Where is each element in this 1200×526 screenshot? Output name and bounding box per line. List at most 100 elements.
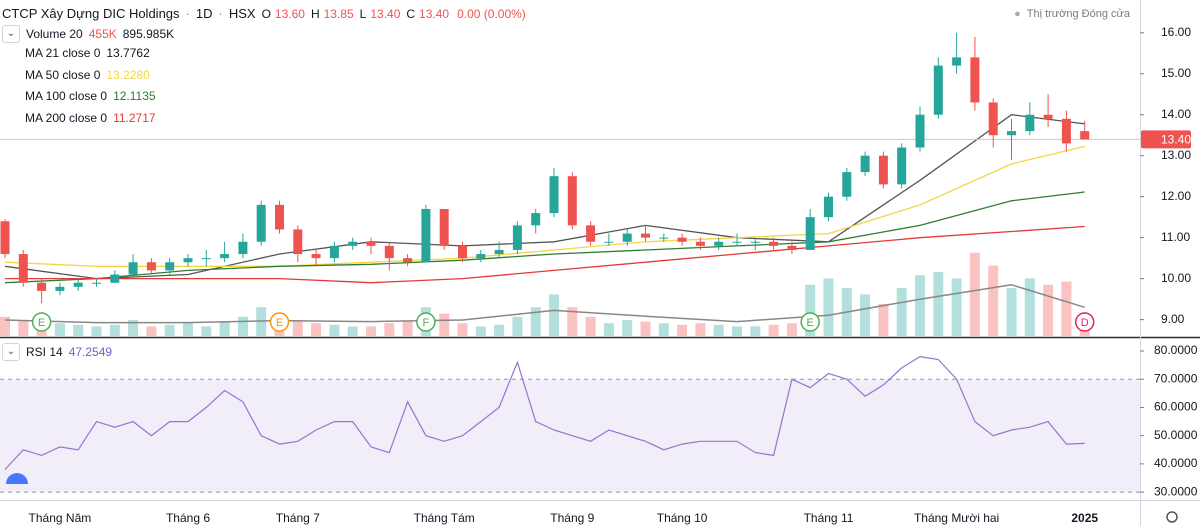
volume-bar: [311, 323, 322, 336]
y-tick-label: 12.00: [1161, 189, 1191, 203]
volume-bar: [878, 304, 889, 336]
ma-line: [5, 225, 1085, 284]
event-marker: [31, 312, 52, 332]
status-text: Thị trường Đóng cửa: [1026, 8, 1130, 20]
ohlc-value: 13.40: [370, 6, 401, 21]
ma-line: [4, 191, 1085, 284]
event-label: E: [807, 317, 814, 329]
volume-bar: [969, 252, 980, 336]
collapse-button[interactable]: ⌄: [2, 343, 20, 361]
candle-body: [1043, 114, 1053, 119]
ohlc-value: 13.85: [323, 6, 354, 21]
y-tick-label: 10.00: [1161, 271, 1191, 285]
volume-bar: [73, 324, 84, 336]
logo: [6, 473, 28, 484]
ohlc-key: C: [406, 6, 416, 21]
last-price-label: 13.40: [1161, 132, 1191, 146]
x-tick-label: Tháng 6: [166, 511, 210, 525]
candle-body: [952, 57, 962, 66]
candle-body: [293, 229, 303, 255]
candle-body: [238, 241, 248, 255]
volume-bar: [329, 324, 340, 336]
x-tick-label: 2025: [1071, 511, 1098, 525]
interval: 1D: [195, 6, 213, 21]
candle-body: [37, 282, 47, 291]
rsi-line: [4, 355, 1085, 470]
ma-legend: MA 200 close 0 11.2717: [25, 111, 156, 125]
volume-bar: [622, 320, 633, 336]
candle-body: [421, 208, 431, 263]
volume-bar: [512, 316, 523, 336]
candle-body: [439, 208, 449, 246]
x-tick-label: Tháng Tám: [414, 511, 475, 525]
change: 0.00 (0.00%): [457, 6, 526, 21]
candle-body: [622, 233, 632, 242]
ohlc-value: 13.40: [419, 6, 450, 21]
volume-bar: [347, 326, 358, 336]
market-status: ● Thị trường Đóng cửa: [1014, 8, 1130, 20]
event-label: F: [423, 317, 430, 329]
volume-bar: [54, 323, 65, 336]
candle-body: [805, 217, 815, 250]
ohlc-value: 13.60: [274, 6, 305, 21]
volume-bar: [951, 278, 962, 336]
rsi-band: [0, 379, 1140, 493]
candle-body: [659, 237, 669, 239]
y-tick-label: 15.00: [1161, 66, 1191, 80]
legend-name: MA 200 close 0: [25, 110, 108, 125]
legend-value: 11.2717: [113, 110, 156, 125]
volume-bar: [640, 321, 651, 336]
candle-body: [494, 249, 504, 255]
candle-body: [0, 221, 10, 255]
candle-body: [677, 237, 687, 242]
candle-body: [586, 225, 596, 242]
volume-bar: [915, 275, 925, 336]
candle-body: [92, 282, 101, 284]
legend-name: MA 100 close 0: [25, 89, 108, 103]
volume-bar: [219, 321, 230, 336]
volume-bar: [1006, 288, 1017, 336]
ohlc-key: O: [261, 6, 271, 21]
candle-body: [220, 254, 230, 259]
x-tick-label: Tháng 7: [276, 511, 320, 525]
volume-bar: [494, 324, 505, 336]
ma-legend: MA 100 close 0 12.1135: [25, 89, 156, 103]
ohlc: O 13.60 H 13.85 L 13.40 C 13.40: [262, 7, 452, 21]
legend-name: MA 50 close 0: [25, 67, 101, 82]
collapse-button[interactable]: ⌄: [2, 25, 20, 43]
event-label: E: [38, 317, 45, 329]
volume-bar: [366, 326, 376, 336]
event-marker: [416, 312, 436, 332]
volume-bar: [768, 324, 779, 336]
last-price-box: [1141, 130, 1191, 149]
candle-body: [915, 114, 925, 148]
volume-bar: [292, 320, 303, 336]
candle-body: [165, 262, 175, 271]
candle-body: [567, 176, 577, 226]
legend-value: 895.985K: [122, 27, 175, 41]
ma-legend: MA 50 close 0 13.2280: [25, 68, 150, 82]
volume-bar: [384, 323, 395, 336]
legend-value: 13.2280: [106, 67, 150, 82]
x-tick-label: Tháng 10: [657, 511, 708, 525]
volume-bar: [695, 323, 706, 336]
volume-bar: [988, 265, 999, 336]
ohlc-key: L: [359, 6, 367, 21]
candle-body: [183, 258, 193, 263]
candle-body: [201, 258, 211, 260]
volume-bar: [457, 323, 468, 336]
candle-body: [860, 155, 870, 173]
volume-bar: [183, 323, 193, 336]
candle-body: [897, 147, 907, 185]
settings-icon: [1166, 511, 1178, 523]
candle-body: [604, 241, 614, 243]
volume-ma-line: [4, 284, 1085, 324]
candle-body: [275, 204, 284, 230]
volume-bar: [91, 326, 102, 336]
legend-name: RSI 14: [26, 345, 63, 359]
candle-body: [549, 176, 559, 214]
volume-bar: [201, 326, 212, 336]
candle-body: [787, 245, 797, 250]
